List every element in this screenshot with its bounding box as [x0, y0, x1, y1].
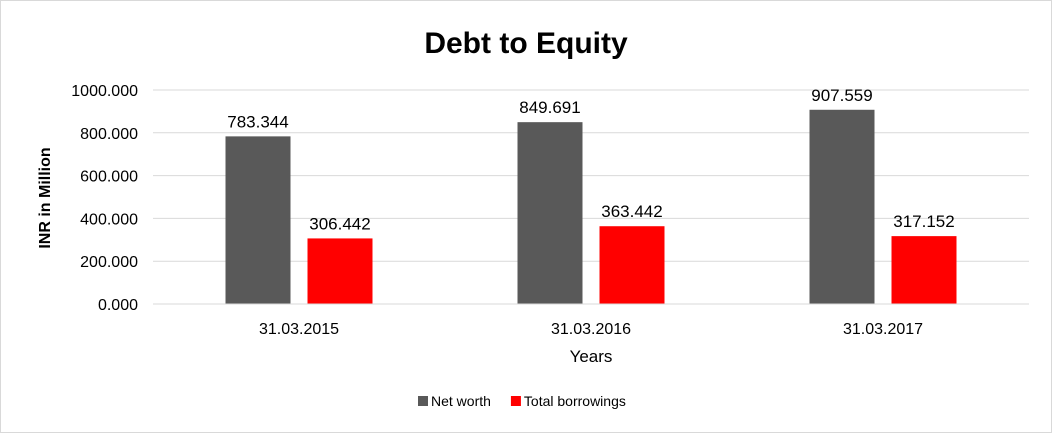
x-tick-label: 31.03.2017 — [843, 321, 923, 338]
data-labels: 783.344 306.442 849.691 363.442 907.559 317.1… — [227, 86, 954, 234]
legend-swatch — [510, 396, 521, 406]
bar-total-borrowings — [307, 238, 373, 304]
legend-label: Total borrowings — [524, 393, 626, 409]
y-axis-ticks: 0.000 200.000 400.000 600.000 800.000 1000.00… — [71, 83, 138, 314]
x-tick-label: 31.03.2015 — [259, 321, 339, 338]
data-label: 317.152 — [893, 212, 954, 231]
data-label: 907.559 — [811, 86, 872, 105]
bar-total-borrowings — [599, 226, 665, 304]
legend-label: Net worth — [431, 393, 491, 409]
y-tick-label: 1000.000 — [71, 83, 138, 100]
data-label: 306.442 — [309, 214, 370, 233]
y-axis-title: INR in Million — [37, 147, 54, 248]
gridlines — [153, 89, 1029, 262]
legend: Net worth Total borrowings — [418, 393, 626, 409]
y-tick-label: 0.000 — [98, 297, 138, 314]
x-axis-ticks: 31.03.2015 31.03.2016 31.03.2017 — [259, 321, 923, 338]
data-label: 783.344 — [227, 112, 288, 131]
bar-net-worth — [809, 109, 875, 304]
y-tick-label: 600.000 — [80, 169, 138, 186]
data-label: 363.442 — [601, 202, 662, 221]
x-axis-title: Years — [570, 347, 613, 366]
x-tick-label: 31.03.2016 — [551, 321, 631, 338]
bar-total-borrowings — [891, 236, 957, 304]
y-tick-label: 800.000 — [80, 126, 138, 143]
bars — [225, 109, 957, 304]
y-tick-label: 400.000 — [80, 211, 138, 228]
chart-title: Debt to Equity — [424, 27, 628, 60]
bar-net-worth — [517, 122, 583, 304]
y-tick-label: 200.000 — [80, 254, 138, 271]
data-label: 849.691 — [519, 98, 580, 117]
legend-swatch — [418, 396, 428, 406]
bar-net-worth — [225, 136, 291, 304]
